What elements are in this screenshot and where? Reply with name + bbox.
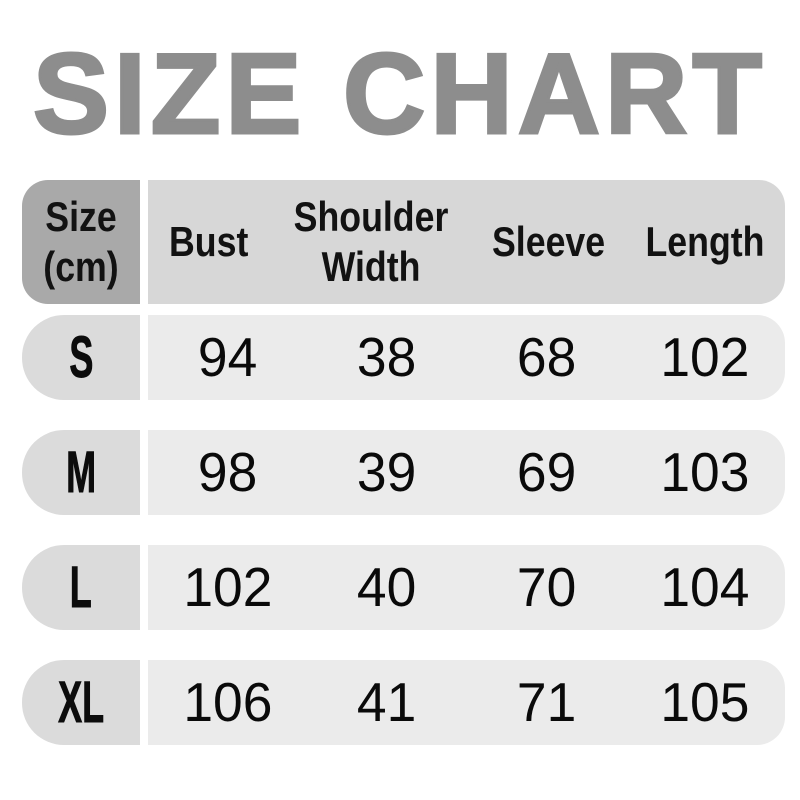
size-chart-table: Size (cm) Bust Shoulder Width Sleeve Len… (22, 180, 785, 775)
column-divider-gap (140, 315, 148, 400)
column-header-sleeve: Sleeve (472, 180, 625, 304)
cell-value: 70 (516, 556, 576, 618)
cell-value: 106 (183, 671, 273, 733)
size-label: XL (58, 669, 105, 735)
row-size-cell: L (22, 545, 140, 630)
cell-value: 38 (357, 326, 417, 388)
column-header-bust: Bust (148, 180, 270, 304)
cell-length: 105 (626, 660, 785, 745)
cell-shoulder-width: 40 (307, 545, 466, 630)
row-size-cell: S (22, 315, 140, 400)
cell-bust: 94 (148, 315, 307, 400)
size-unit-label: Size (cm) (43, 192, 119, 290)
cell-shoulder-width: 41 (307, 660, 466, 745)
cell-value: 41 (357, 671, 417, 733)
size-label: S (69, 324, 94, 390)
column-divider-gap (140, 430, 148, 515)
cell-value: 71 (516, 671, 576, 733)
column-header-length: Length (625, 180, 785, 304)
row-size-cell: XL (22, 660, 140, 745)
table-row-l: L 102 40 70 104 (22, 545, 785, 630)
column-divider-gap (140, 180, 148, 304)
row-band: 102 40 70 104 (148, 545, 785, 630)
size-label: L (70, 554, 93, 620)
cell-bust: 102 (148, 545, 307, 630)
cell-sleeve: 70 (467, 545, 626, 630)
cell-value: 40 (357, 556, 417, 618)
cell-value: 104 (660, 556, 750, 618)
cell-length: 102 (626, 315, 785, 400)
column-header-label: Length (645, 217, 765, 265)
cell-value: 94 (197, 326, 258, 388)
header-band: Bust Shoulder Width Sleeve Length (148, 180, 785, 304)
column-header-label: Shoulder Width (293, 192, 449, 290)
table-row-m: M 98 39 69 103 (22, 430, 785, 515)
cell-value: 102 (660, 326, 750, 388)
row-band: 94 38 68 102 (148, 315, 785, 400)
cell-shoulder-width: 39 (307, 430, 466, 515)
cell-bust: 98 (148, 430, 307, 515)
size-label: M (66, 439, 97, 505)
table-row-xl: XL 106 41 71 105 (22, 660, 785, 745)
cell-value: 69 (516, 441, 576, 503)
row-band: 98 39 69 103 (148, 430, 785, 515)
cell-sleeve: 69 (467, 430, 626, 515)
row-size-cell: M (22, 430, 140, 515)
cell-value: 68 (516, 326, 576, 388)
cell-value: 98 (197, 441, 258, 503)
column-header-label: Bust (169, 217, 249, 265)
column-header-label: Sleeve (491, 217, 606, 265)
cell-value: 39 (357, 441, 417, 503)
cell-value: 103 (660, 441, 750, 503)
cell-value: 105 (660, 671, 750, 733)
column-divider-gap (140, 660, 148, 745)
column-divider-gap (140, 545, 148, 630)
cell-length: 103 (626, 430, 785, 515)
row-band: 106 41 71 105 (148, 660, 785, 745)
cell-bust: 106 (148, 660, 307, 745)
cell-sleeve: 71 (467, 660, 626, 745)
cell-value: 102 (183, 556, 273, 618)
cell-sleeve: 68 (467, 315, 626, 400)
header-row: Size (cm) Bust Shoulder Width Sleeve Len… (22, 180, 785, 304)
cell-length: 104 (626, 545, 785, 630)
cell-shoulder-width: 38 (307, 315, 466, 400)
table-row-s: S 94 38 68 102 (22, 315, 785, 400)
size-unit-header-cell: Size (cm) (22, 180, 140, 304)
column-header-shoulder-width: Shoulder Width (270, 180, 472, 304)
page-title: SIZE CHART (32, 31, 767, 158)
